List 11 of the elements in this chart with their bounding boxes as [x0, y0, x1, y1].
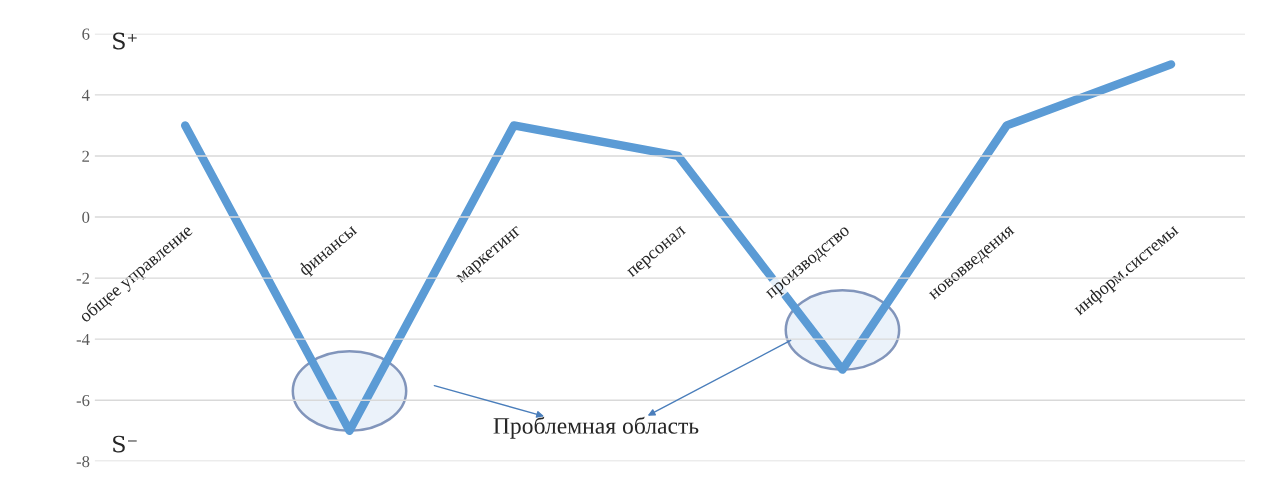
y-tick-label: -8 — [76, 455, 90, 468]
y-tick-label: 6 — [82, 28, 90, 40]
annotation: Проблемная область — [493, 416, 699, 439]
annotation: S⁻ — [113, 435, 137, 453]
annotation: S⁺ — [113, 32, 137, 50]
y-tick-label: 4 — [81, 89, 90, 101]
y-tick-label: 2 — [82, 150, 90, 162]
y-tick-label: -4 — [76, 333, 90, 345]
y-tick-label: -6 — [76, 394, 90, 407]
y-tick-label: 0 — [82, 211, 90, 223]
y-tick-label: -2 — [76, 272, 90, 284]
